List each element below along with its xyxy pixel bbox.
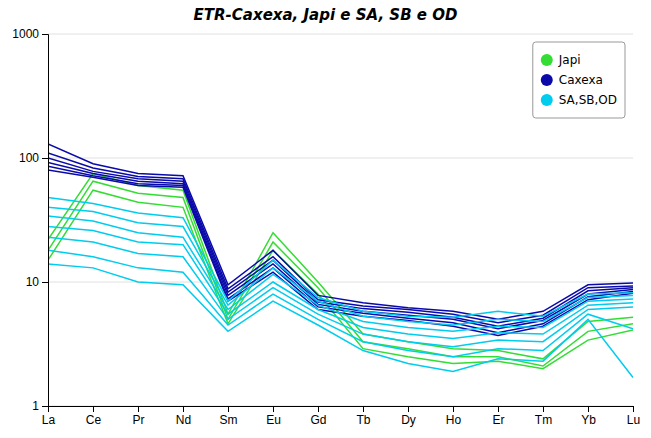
x-tick-mark [228,406,229,412]
legend-swatch [541,94,553,106]
x-tick-label: Ce [86,413,102,427]
y-tick: 10 [26,275,48,289]
y-tick: 1 [32,399,48,413]
x-tick-label: Tb [356,413,370,427]
x-tick-mark [453,406,454,412]
x-tick: Gd [310,406,326,427]
x-tick-label: Eu [266,413,281,427]
x-tick-mark [93,406,94,412]
series-line [48,227,633,339]
y-grid [48,34,633,406]
x-tick: Tm [535,406,552,427]
x-tick-label: La [42,413,56,427]
grid-line [48,34,633,35]
series-line [48,198,633,318]
y-tick-label: 10 [26,275,40,289]
x-tick: Sm [220,406,238,427]
y-axis: 1 10 100 1000 [12,27,48,413]
series-line [48,216,633,331]
x-tick-label: Lu [627,413,640,427]
x-tick-label: Yb [581,413,596,427]
legend-swatch [541,54,553,66]
x-tick-label: Gd [310,413,326,427]
series-line [48,207,633,325]
x-tick-label: Ho [446,413,462,427]
x-tick-mark [138,406,139,412]
y-tick-mark [42,406,48,407]
y-tick: 100 [19,151,48,165]
x-tick: Ce [86,406,102,427]
x-tick-label: Dy [401,413,416,427]
x-tick: Er [493,406,505,427]
legend-item: Japi [541,53,581,67]
x-tick-label: Er [493,413,505,427]
x-tick-mark [498,406,499,412]
x-tick: Pr [133,406,145,427]
x-tick-mark [633,406,634,412]
x-tick: Tb [356,406,370,427]
chart-container: ETR-Caxexa, Japi e SA, SB e OD La Ce Pr Nd Sm… [0,0,651,438]
y-tick-label: 100 [19,151,39,165]
y-tick-mark [42,158,48,159]
x-tick: Nd [176,406,191,427]
grid-line [48,158,633,159]
x-tick: Lu [627,406,640,427]
legend-label: SA,SB,OD [559,93,617,107]
legend: Japi Caxexa SA,SB,OD [533,42,625,118]
series-line [48,250,633,356]
legend-item: Caxexa [541,73,603,87]
x-tick: Dy [401,406,416,427]
x-tick-mark [183,406,184,412]
series-line [48,190,633,368]
x-tick-label: Nd [176,413,191,427]
y-tick-mark [42,34,48,35]
series-line [48,162,633,328]
chart-title: ETR-Caxexa, Japi e SA, SB e OD [194,6,458,24]
x-tick: Yb [581,406,596,427]
y-axis-line [42,35,49,407]
x-axis-line [49,407,634,413]
x-tick: Ho [446,406,462,427]
y-tick-label: 1000 [12,27,39,41]
plot-area: La Ce Pr Nd Sm Eu Gd Tb Dy Ho Er Tm Yb Lu 1 10 100 1000 Ja… [12,27,640,426]
x-tick-label: Pr [133,413,145,427]
x-tick-mark [318,406,319,412]
y-tick-mark [42,282,48,283]
legend-swatch [541,74,553,86]
x-tick-mark [588,406,589,412]
x-axis: La Ce Pr Nd Sm Eu Gd Tb Dy Ho Er Tm Yb Lu [42,406,640,427]
legend-label: Japi [558,53,581,67]
y-tick: 1000 [12,27,48,41]
x-tick-mark [363,406,364,412]
x-tick: La [42,406,56,427]
x-tick-label: Sm [220,413,238,427]
lines [48,144,633,378]
chart-svg: ETR-Caxexa, Japi e SA, SB e OD La Ce Pr Nd Sm… [0,0,651,438]
legend-frame [533,42,625,118]
x-tick-mark [543,406,544,412]
x-tick-label: Tm [535,413,552,427]
x-tick: Eu [266,406,281,427]
legend-label: Caxexa [559,73,603,87]
legend-item: SA,SB,OD [541,93,617,107]
series-line [48,166,633,333]
series-line [48,264,633,378]
y-tick-label: 1 [32,399,39,413]
x-tick-mark [408,406,409,412]
x-tick-mark [273,406,274,412]
